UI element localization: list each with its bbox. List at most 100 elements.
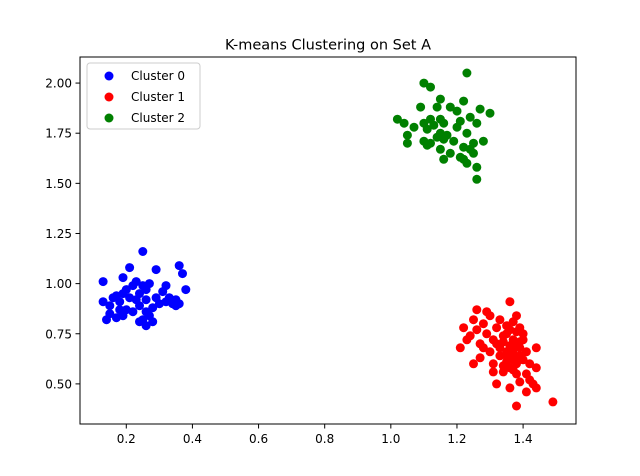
point-cluster-0-22 [135, 301, 144, 311]
y-tick-label: 0.75 [45, 327, 72, 341]
point-cluster-2-19 [435, 144, 445, 154]
point-cluster-2-0 [392, 114, 402, 124]
point-cluster-2-36 [462, 68, 472, 78]
point-cluster-0-29 [141, 295, 151, 305]
point-cluster-1-56 [518, 329, 528, 339]
point-cluster-2-4 [409, 122, 419, 132]
point-cluster-1-64 [531, 363, 541, 373]
point-cluster-0-3 [105, 309, 115, 319]
point-cluster-2-47 [485, 108, 495, 118]
point-cluster-2-5 [416, 102, 426, 112]
point-cluster-2-30 [455, 116, 465, 126]
point-cluster-0-19 [131, 277, 141, 287]
point-cluster-2-2 [402, 130, 412, 140]
point-cluster-1-45 [512, 401, 521, 411]
legend-marker-cluster-0 [104, 71, 114, 81]
point-cluster-2-38 [465, 112, 475, 122]
y-tick-label: 2.00 [45, 77, 72, 91]
point-cluster-2-23 [439, 118, 449, 128]
legend-marker-cluster-2 [104, 113, 114, 123]
legend-label-cluster-0: Cluster 0 [131, 69, 185, 83]
point-cluster-1-0 [455, 343, 465, 353]
point-cluster-2-25 [445, 102, 455, 112]
legend: Cluster 0 Cluster 1 Cluster 2 [86, 62, 201, 130]
legend-marker-cluster-1 [104, 92, 114, 102]
point-cluster-0-36 [151, 265, 161, 275]
point-cluster-2-15 [432, 102, 442, 112]
x-tick-label: 1.2 [447, 432, 466, 446]
point-cluster-2-34 [459, 96, 469, 106]
point-cluster-0-0 [98, 277, 108, 287]
point-cluster-1-14 [485, 347, 495, 357]
point-cluster-0-34 [148, 303, 158, 313]
legend-label-cluster-1: Cluster 1 [131, 90, 185, 104]
points-layer [98, 68, 558, 411]
legend-box [86, 62, 201, 130]
point-cluster-0-45 [174, 261, 184, 271]
y-tick-label: 1.50 [45, 177, 72, 191]
point-cluster-2-13 [426, 138, 435, 148]
point-cluster-2-42 [472, 174, 482, 184]
point-cluster-1-54 [518, 355, 528, 365]
point-cluster-1-22 [495, 351, 505, 361]
point-cluster-1-3 [465, 331, 475, 341]
point-cluster-1-6 [472, 325, 482, 335]
point-cluster-1-69 [515, 337, 525, 347]
point-cluster-0-23 [135, 289, 144, 299]
point-cluster-2-46 [478, 136, 488, 146]
point-cluster-1-63 [531, 343, 541, 353]
y-tick-label: 1.75 [45, 127, 72, 141]
point-cluster-0-39 [161, 281, 171, 291]
point-cluster-2-41 [469, 138, 478, 148]
point-cluster-1-66 [548, 397, 558, 407]
point-cluster-0-1 [98, 297, 108, 307]
point-cluster-0-9 [115, 297, 125, 307]
point-cluster-1-15 [485, 311, 495, 321]
point-cluster-2-11 [426, 82, 435, 92]
x-tick-label: 1.0 [381, 432, 400, 446]
point-cluster-2-1 [399, 118, 409, 128]
point-cluster-1-11 [478, 319, 488, 329]
point-cluster-1-58 [521, 387, 531, 397]
point-cluster-1-59 [521, 347, 531, 357]
point-cluster-1-4 [469, 359, 478, 369]
point-cluster-1-7 [472, 305, 482, 315]
point-cluster-2-10 [422, 124, 432, 134]
point-cluster-0-47 [178, 269, 187, 279]
x-tick-label: 1.4 [514, 432, 533, 446]
point-cluster-1-67 [508, 355, 518, 365]
point-cluster-0-32 [144, 279, 154, 289]
point-cluster-2-21 [439, 154, 449, 164]
point-cluster-2-27 [449, 136, 459, 146]
point-cluster-1-49 [512, 369, 521, 379]
point-cluster-0-27 [141, 321, 151, 331]
y-tick-label: 1.00 [45, 277, 72, 291]
x-tick-label: 0.4 [183, 432, 202, 446]
legend-label-cluster-2: Cluster 2 [131, 111, 185, 125]
x-tick-label: 0.2 [117, 432, 136, 446]
point-cluster-2-44 [472, 162, 482, 172]
point-cluster-2-43 [472, 118, 482, 128]
point-cluster-1-27 [498, 367, 508, 377]
point-cluster-0-46 [174, 299, 184, 309]
point-cluster-1-47 [512, 311, 521, 321]
point-cluster-2-26 [445, 148, 455, 158]
point-cluster-0-17 [128, 307, 138, 317]
point-cluster-1-37 [505, 297, 515, 307]
point-cluster-0-24 [138, 247, 148, 256]
point-cluster-2-35 [462, 158, 472, 168]
point-cluster-2-17 [435, 94, 445, 104]
point-cluster-1-16 [488, 359, 498, 369]
point-cluster-2-3 [402, 138, 412, 148]
point-cluster-0-33 [148, 317, 158, 327]
point-cluster-1-23 [495, 315, 505, 325]
point-cluster-2-40 [469, 148, 478, 158]
point-cluster-1-28 [498, 337, 508, 347]
point-cluster-1-52 [515, 377, 525, 387]
point-cluster-1-20 [492, 323, 502, 333]
point-cluster-0-12 [118, 273, 128, 283]
point-cluster-1-5 [469, 315, 478, 325]
point-cluster-1-8 [475, 353, 485, 363]
y-tick-label: 0.50 [45, 377, 72, 391]
point-cluster-1-68 [502, 351, 512, 361]
